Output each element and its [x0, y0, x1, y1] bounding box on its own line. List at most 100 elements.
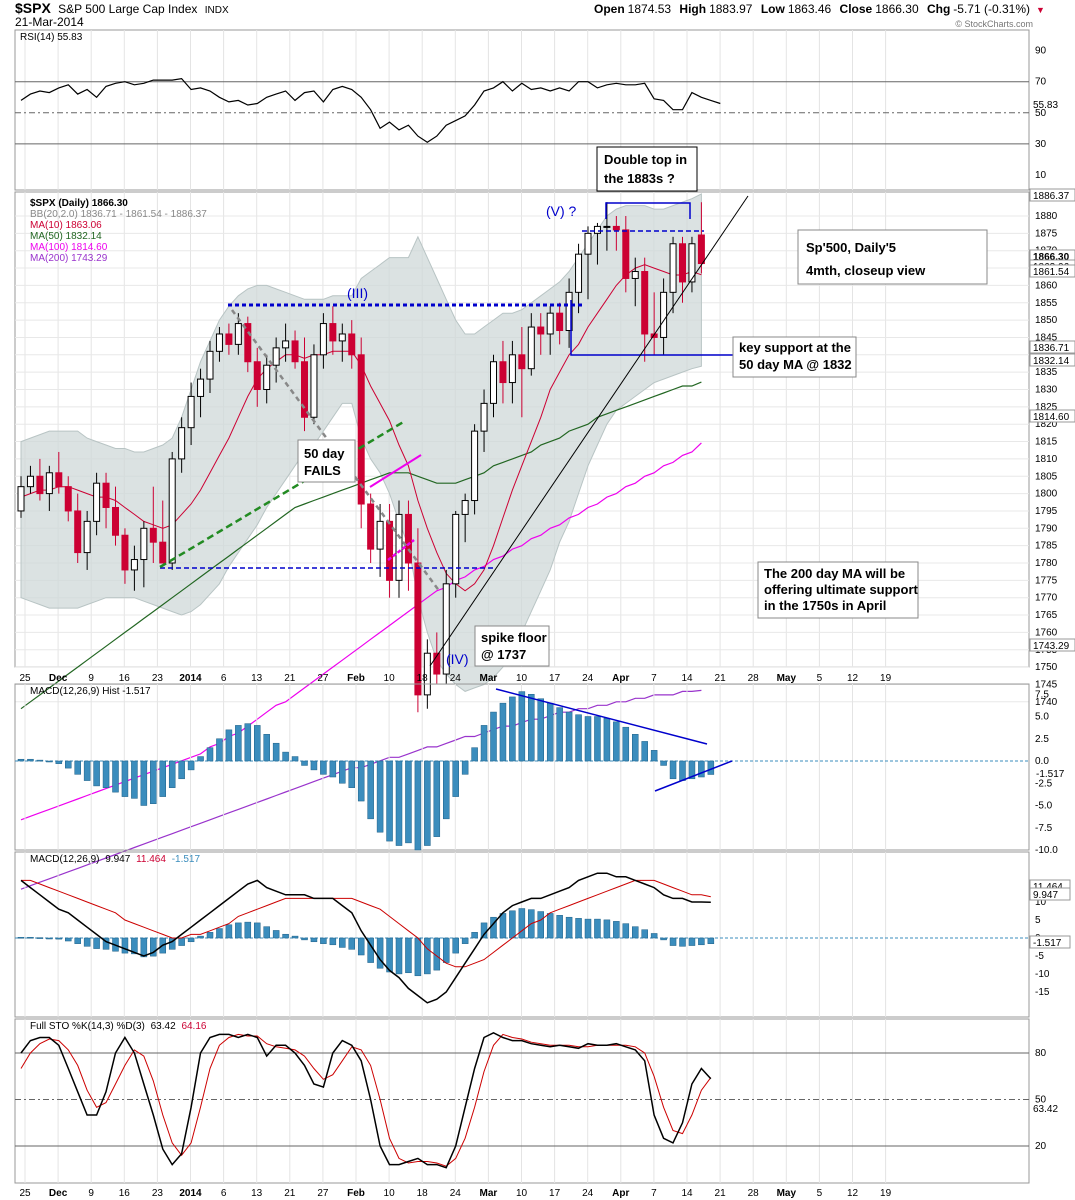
- price-x-tick: Mar: [480, 673, 498, 684]
- candle-body: [329, 323, 337, 342]
- candle-body: [149, 527, 157, 543]
- macd-hist-bar: [613, 721, 620, 762]
- macd-panel-hist-bar: [263, 926, 270, 939]
- macd-hist-bar: [206, 747, 214, 762]
- price-y-tick: 1785: [1035, 541, 1058, 552]
- macd-panel-hist-bar: [443, 937, 450, 963]
- macd-panel-hist-bar: [461, 937, 469, 944]
- macd-signal-line: [21, 879, 711, 968]
- sto-x-tick: 9: [88, 1188, 94, 1199]
- double-top-note-line1: Double top in: [604, 152, 687, 167]
- sto-x-tick: 21: [284, 1188, 296, 1199]
- price-x-tick: 13: [251, 673, 263, 684]
- ma200-note-line3: in the 1750s in April: [764, 598, 886, 613]
- sto-x-tick: 21: [715, 1188, 727, 1199]
- wave-iii-label: (III): [347, 285, 368, 301]
- macd-panel: 151050-5-10-1511.4649.947-1.517: [14, 851, 1071, 1018]
- candle-body: [310, 354, 318, 418]
- candle-body: [527, 326, 535, 370]
- price-x-tick: 24: [450, 673, 462, 684]
- sto-k-line: [20, 1031, 712, 1169]
- macd-panel-hist-bar: [698, 937, 705, 946]
- macd-hist-y-tick: -5.0: [1035, 801, 1053, 812]
- macd-hist-bar: [546, 702, 554, 762]
- macd-hist-bar: [424, 760, 431, 846]
- fails-note-line1: 50 day: [304, 446, 345, 461]
- candle-body: [130, 559, 138, 571]
- title-note-line2: 4mth, closeup view: [806, 263, 926, 278]
- macd-hist-bar: [272, 742, 280, 762]
- macd-y-tick: -10: [1035, 969, 1050, 980]
- fails-note-box: [297, 439, 356, 483]
- macd-panel-hist-bar: [565, 916, 573, 939]
- sto-x-tick: 16: [119, 1188, 131, 1199]
- macd-panel-hist-bar: [150, 937, 157, 957]
- macd-hist-bar: [490, 711, 497, 762]
- sto-last-value: 63.42: [1033, 1104, 1058, 1115]
- change-down-icon: ▼: [1036, 5, 1045, 15]
- candle-body: [140, 527, 148, 561]
- price-y-tick: 1850: [1035, 315, 1058, 326]
- macd-panel-hist-bar: [650, 933, 658, 939]
- macd-panel-hist-bar: [386, 937, 393, 973]
- candle-body: [45, 472, 53, 495]
- macd-line: [20, 872, 711, 1004]
- sto-x-tick: 19: [880, 1188, 892, 1199]
- candle-body: [631, 271, 639, 279]
- macd-hist-bar: [216, 738, 223, 762]
- ohlc-summary: Open 1874.53 High 1883.97 Low 1863.46 Close…: [594, 2, 1030, 16]
- price-y-tick: 1740: [1035, 697, 1058, 708]
- candle-body: [575, 253, 583, 293]
- candle-body: [499, 361, 507, 384]
- macd-legend: MACD(12,26,9) 9.947 11.464 -1.517: [30, 854, 200, 865]
- macd-hist-bar: [27, 758, 34, 762]
- macd-hist-bar: [17, 758, 25, 762]
- price-y-tick: 1790: [1035, 523, 1058, 534]
- macd-hist-y-tick: 0.0: [1035, 756, 1049, 767]
- macd-panel-hist-bar: [594, 918, 601, 939]
- price-x-tick: 17: [549, 673, 561, 684]
- macd-panel-hist-bar: [688, 937, 696, 946]
- price-x-tick: May: [777, 673, 797, 684]
- candle-body: [603, 225, 611, 228]
- rsi-y-tick: 50: [1035, 108, 1047, 119]
- macd-hist-bar: [395, 760, 403, 846]
- candle-body: [546, 312, 554, 335]
- price-x-tick: 7: [651, 673, 657, 684]
- macd-panel-hist-bar: [197, 935, 204, 939]
- price-x-tick: 21: [715, 673, 727, 684]
- price-x-tick: 10: [384, 673, 396, 684]
- macd-hist-bar: [443, 760, 450, 820]
- macd-y-tick: -5: [1035, 951, 1044, 962]
- macd-panel-hist-bar: [575, 918, 582, 939]
- sto-x-tick: 2014: [179, 1188, 202, 1199]
- macd-hist-bar: [178, 760, 185, 780]
- sto-x-tick: 27: [317, 1188, 329, 1199]
- macd-panel-hist-bar: [216, 928, 223, 939]
- sto-x-tick: 10: [384, 1188, 396, 1199]
- price-y-tick: 1765: [1035, 610, 1058, 621]
- price-tag-box: [1029, 353, 1075, 367]
- macd-hist-y-tick: 5.0: [1035, 712, 1049, 723]
- title-note-line1: Sp'500, Daily'5: [806, 240, 896, 255]
- macd-hist-bar: [556, 707, 563, 762]
- price-x-tick: 23: [152, 673, 164, 684]
- candle-body: [159, 541, 167, 564]
- ma100-cross-line: [369, 454, 422, 488]
- sto-x-tick: 13: [251, 1188, 263, 1199]
- price-y-tick: 1760: [1035, 627, 1058, 638]
- macd-hist-bar: [537, 698, 544, 762]
- candle-body: [697, 234, 705, 265]
- sto-x-tick: 28: [748, 1188, 760, 1199]
- price-y-tick: 1820: [1035, 419, 1058, 430]
- macd-hist-bar: [282, 751, 289, 762]
- macd-tag-value: -1.517: [1033, 938, 1062, 949]
- price-y-tick: 1800: [1035, 489, 1058, 500]
- macd-panel-hist-bar: [414, 937, 422, 977]
- candle-body: [272, 347, 280, 366]
- macd-y-tick: 10: [1035, 897, 1047, 908]
- candle-body: [74, 510, 82, 554]
- sto-x-tick: 7: [651, 1188, 657, 1199]
- candle-body: [376, 520, 384, 550]
- sto-y-tick: 50: [1035, 1095, 1047, 1106]
